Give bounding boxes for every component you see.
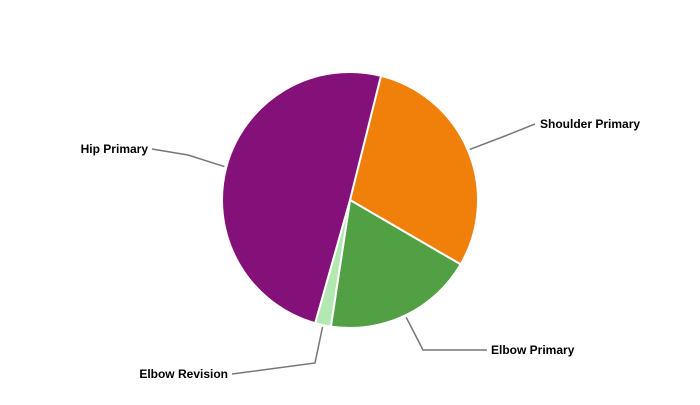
pie-slice-hip-primary bbox=[220, 71, 383, 325]
slice-label: Elbow Primary bbox=[491, 343, 575, 357]
slice-label: Elbow Revision bbox=[139, 367, 228, 381]
leader-line bbox=[469, 123, 536, 151]
slice-label: Shoulder Primary bbox=[540, 117, 640, 131]
leader-line bbox=[405, 316, 487, 351]
pie-slice-elbow-primary bbox=[329, 198, 462, 329]
leader-line bbox=[151, 148, 225, 168]
slice-label: Hip Primary bbox=[81, 142, 149, 156]
leader-line bbox=[231, 326, 324, 375]
pie-slice-shoulder-primary bbox=[348, 74, 479, 266]
